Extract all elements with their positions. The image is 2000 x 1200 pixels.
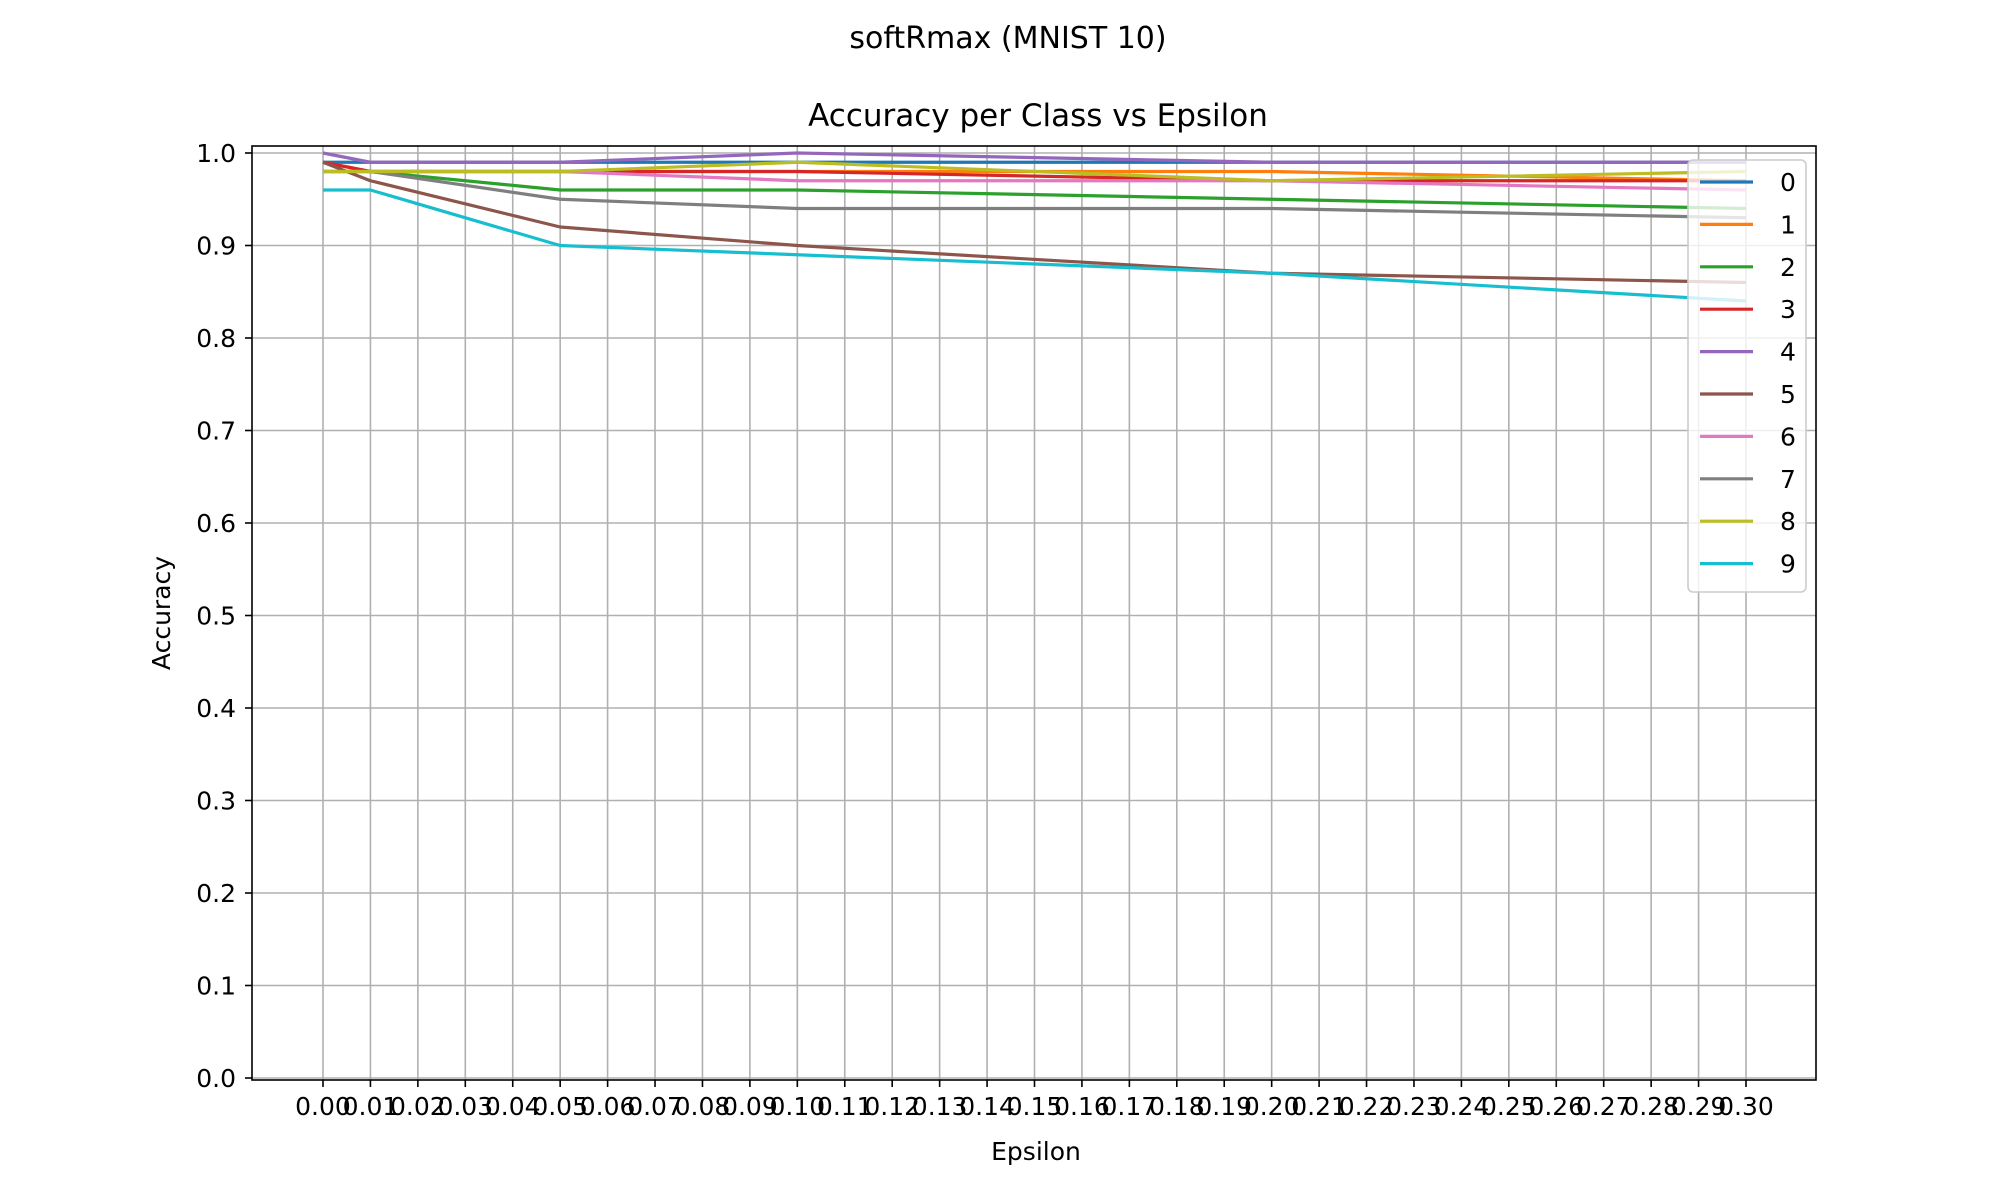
x-tick-label: 0.20 — [1244, 1092, 1300, 1121]
x-tick-label: 0.24 — [1434, 1092, 1490, 1121]
x-tick-label: 0.10 — [769, 1092, 825, 1121]
x-tick-label: 0.02 — [390, 1092, 446, 1121]
series-line-class-8 — [323, 160, 1747, 183]
y-tick-label: 0.0 — [196, 1064, 236, 1093]
x-tick-label: 0.17 — [1102, 1092, 1158, 1121]
series-lines — [322, 151, 1747, 303]
y-tick-label: 0.9 — [196, 232, 236, 261]
x-axis-ticks: 0.000.010.020.030.040.050.060.070.080.09… — [295, 1080, 1774, 1121]
legend-label: 7 — [1780, 465, 1796, 494]
legend-label: 8 — [1780, 507, 1796, 536]
series-line-class-5 — [322, 160, 1747, 285]
y-tick-label: 0.1 — [196, 972, 236, 1001]
x-tick-label: 0.30 — [1718, 1092, 1774, 1121]
x-tick-label: 0.00 — [295, 1092, 351, 1121]
x-tick-label: 0.29 — [1671, 1092, 1727, 1121]
x-tick-label: 0.05 — [532, 1092, 588, 1121]
legend-label: 4 — [1780, 338, 1796, 367]
legend-label: 6 — [1780, 422, 1796, 451]
legend-label: 9 — [1780, 550, 1796, 579]
legend-label: 2 — [1780, 253, 1796, 282]
y-tick-label: 0.8 — [196, 324, 236, 353]
x-tick-label: 0.25 — [1481, 1092, 1537, 1121]
x-tick-label: 0.28 — [1623, 1092, 1679, 1121]
x-tick-label: 0.09 — [722, 1092, 778, 1121]
y-axis-label: Accuracy — [147, 556, 176, 670]
x-axis-label: Epsilon — [991, 1137, 1081, 1166]
y-tick-label: 0.7 — [196, 417, 236, 446]
y-tick-label: 0.2 — [196, 879, 236, 908]
y-axis-ticks: 0.0 0.1 0.2 0.3 0.4 0.5 0.6 0.7 0.8 0.9 1.0 — [196, 139, 252, 1093]
y-tick-label: 0.4 — [196, 694, 236, 723]
x-tick-label: 0.01 — [343, 1092, 399, 1121]
series-line-class-9 — [323, 188, 1747, 303]
x-tick-label: 0.11 — [817, 1092, 873, 1121]
x-tick-label: 0.16 — [1054, 1092, 1110, 1121]
x-tick-label: 0.15 — [1007, 1092, 1063, 1121]
legend: 0 1 2 3 4 5 6 7 8 9 — [1687, 159, 1807, 593]
x-tick-label: 0.23 — [1386, 1092, 1442, 1121]
legend-label: 5 — [1780, 380, 1796, 409]
series-line-class-4 — [322, 151, 1746, 164]
y-tick-label: 1.0 — [196, 139, 236, 168]
x-tick-label: 0.07 — [627, 1092, 683, 1121]
x-tick-label: 0.12 — [864, 1092, 920, 1121]
legend-label: 0 — [1780, 168, 1796, 197]
legend-label: 3 — [1780, 295, 1796, 324]
x-tick-label: 0.26 — [1528, 1092, 1584, 1121]
x-tick-label: 0.21 — [1291, 1092, 1347, 1121]
x-tick-label: 0.06 — [580, 1092, 636, 1121]
x-tick-label: 0.03 — [437, 1092, 493, 1121]
y-tick-label: 0.3 — [196, 787, 236, 816]
chart-title: Accuracy per Class vs Epsilon — [808, 98, 1268, 134]
x-tick-label: 0.19 — [1196, 1092, 1252, 1121]
x-tick-label: 0.22 — [1339, 1092, 1395, 1121]
figure-suptitle: softRmax (MNIST 10) — [849, 21, 1166, 56]
x-tick-label: 0.27 — [1576, 1092, 1632, 1121]
y-tick-label: 0.5 — [196, 602, 236, 631]
y-tick-label: 0.6 — [196, 509, 236, 538]
x-tick-label: 0.04 — [485, 1092, 541, 1121]
x-tick-label: 0.08 — [675, 1092, 731, 1121]
x-tick-label: 0.14 — [959, 1092, 1015, 1121]
x-tick-label: 0.13 — [912, 1092, 968, 1121]
legend-label: 1 — [1780, 210, 1796, 239]
x-tick-label: 0.18 — [1149, 1092, 1205, 1121]
grid — [252, 146, 1816, 1080]
